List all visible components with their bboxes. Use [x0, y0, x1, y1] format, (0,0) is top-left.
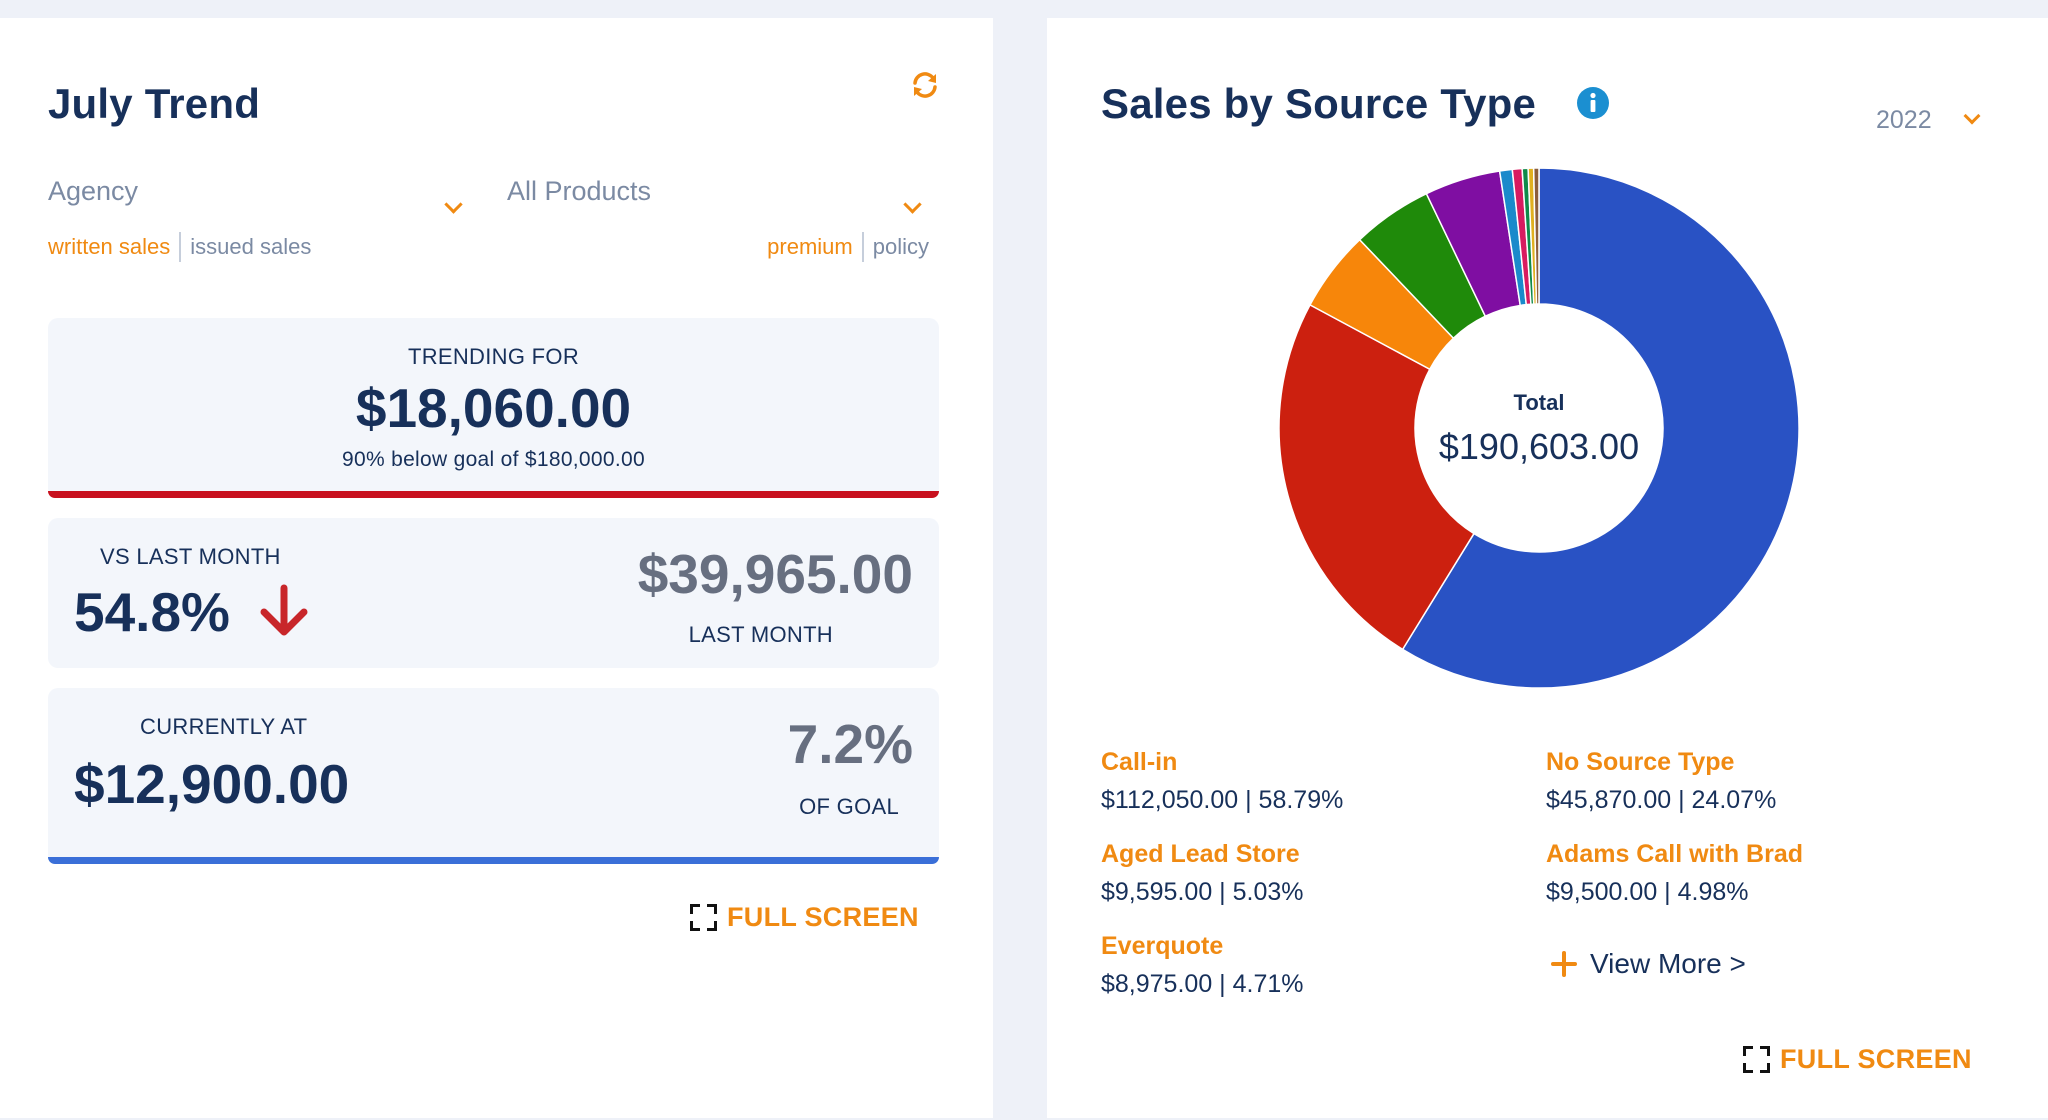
- july-trend-panel: July Trend Agency All Products written s…: [0, 18, 993, 1118]
- plus-icon: [1551, 951, 1577, 977]
- chevron-down-icon: [1963, 107, 1981, 125]
- legend-value: $45,870.00 | 24.07%: [1546, 786, 1777, 814]
- premium-option[interactable]: premium: [767, 234, 853, 259]
- legend-value: $8,975.00 | 4.71%: [1101, 970, 1304, 998]
- currently-at-value: $12,900.00: [74, 753, 350, 815]
- currently-at-label: CURRENTLY AT: [140, 714, 308, 739]
- metric-toggle: premium policy: [767, 232, 929, 262]
- products-dropdown-value: All Products: [507, 176, 652, 206]
- toggle-divider: [179, 232, 182, 262]
- sales-type-toggle: written sales issued sales: [48, 232, 311, 262]
- written-sales-option[interactable]: written sales: [48, 234, 171, 259]
- panel-title: July Trend: [48, 80, 261, 127]
- trending-status-bar: [48, 491, 939, 498]
- last-month-label: LAST MONTH: [688, 622, 833, 647]
- donut-center: Total $190,603.00: [1409, 390, 1669, 468]
- sales-by-source-panel: Sales by Source Type 2022 Total $190,603…: [1047, 18, 2048, 1118]
- panel-title: Sales by Source Type: [1101, 80, 1537, 127]
- year-dropdown-value: 2022: [1876, 106, 1932, 134]
- agency-dropdown-value: Agency: [48, 176, 139, 206]
- legend-value: $112,050.00 | 58.79%: [1101, 786, 1344, 814]
- legend-name: No Source Type: [1546, 748, 1735, 776]
- view-more-button[interactable]: View More >: [1550, 948, 1746, 980]
- vs-last-month-label: VS LAST MONTH: [100, 544, 281, 569]
- fullscreen-icon: [1743, 1046, 1770, 1073]
- trending-value: $18,060.00: [355, 377, 632, 439]
- full-screen-label: FULL SCREEN: [1780, 1044, 1972, 1074]
- legend-name: Call-in: [1101, 748, 1178, 776]
- legend-name: Everquote: [1101, 932, 1224, 960]
- issued-sales-option[interactable]: issued sales: [190, 234, 312, 259]
- trending-label: TRENDING FOR: [407, 344, 580, 369]
- chevron-down-icon: [903, 195, 922, 214]
- full-screen-button[interactable]: FULL SCREEN: [1743, 1044, 1972, 1075]
- view-more-label: View More >: [1590, 948, 1746, 979]
- of-goal-label: OF GOAL: [799, 794, 899, 819]
- chevron-down-icon: [444, 195, 463, 214]
- donut-slice-other-5[interactable]: [1532, 167, 1540, 305]
- info-icon[interactable]: [1576, 86, 1610, 120]
- legend-name: Aged Lead Store: [1101, 840, 1300, 868]
- toggle-divider: [861, 232, 864, 262]
- total-value: $190,603.00: [1438, 426, 1640, 467]
- currently-progress-bar: [48, 857, 939, 864]
- trending-card: TRENDING FOR $18,060.00 90% below goal o…: [48, 318, 939, 498]
- last-month-amount: $39,965.00: [637, 543, 913, 605]
- currently-at-card: CURRENTLY AT $12,900.00 7.2% OF GOAL: [48, 688, 939, 864]
- sales-donut-chart: [1278, 167, 1800, 689]
- fullscreen-icon: [690, 904, 717, 931]
- goal-percent: 7.2%: [787, 713, 913, 775]
- donut-slice-no-source-type[interactable]: [1278, 303, 1475, 651]
- arrow-down-icon: [260, 584, 308, 636]
- full-screen-button[interactable]: FULL SCREEN: [690, 902, 919, 933]
- full-screen-label: FULL SCREEN: [727, 902, 919, 932]
- policy-option[interactable]: policy: [872, 234, 929, 259]
- legend-value: $9,500.00 | 4.98%: [1546, 878, 1749, 906]
- donut-slice-call-in[interactable]: [1401, 167, 1800, 689]
- refresh-icon[interactable]: [910, 70, 940, 100]
- total-label: Total: [1513, 390, 1565, 415]
- trending-goal-note: 90% below goal of $180,000.00: [342, 448, 645, 471]
- legend-value: $9,595.00 | 5.03%: [1101, 878, 1304, 906]
- vs-last-month-percent: 54.8%: [74, 581, 230, 643]
- vs-last-month-card: VS LAST MONTH 54.8% $39,965.00 LAST MONT…: [48, 518, 939, 668]
- legend-name: Adams Call with Brad: [1546, 840, 1803, 868]
